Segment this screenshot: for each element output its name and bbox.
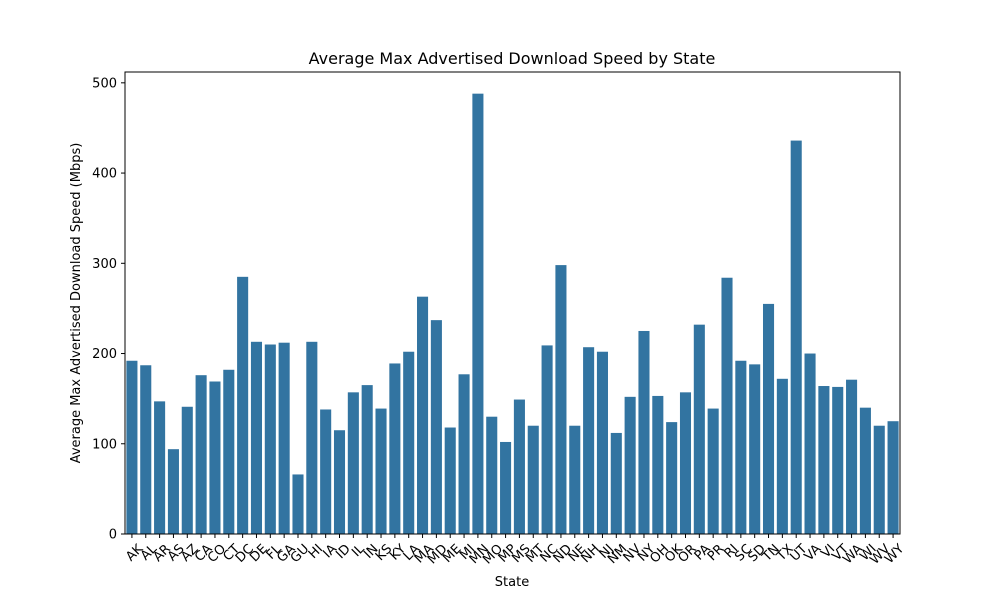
bar-ma — [417, 296, 429, 534]
bar-ga — [278, 342, 290, 534]
bar-mi — [458, 374, 470, 534]
bar-tn — [762, 303, 775, 534]
bar-ks — [375, 408, 387, 534]
y-axis: 0 100 200 300 400 500 — [92, 76, 125, 543]
plot-frame — [124, 71, 901, 535]
bar-wi — [859, 407, 871, 534]
bar-al — [140, 365, 152, 534]
bar-as — [167, 449, 179, 534]
bar-de — [250, 341, 263, 534]
bar-mp — [500, 441, 512, 534]
y-tick-label-400: 400 — [92, 167, 117, 182]
bar-ny — [638, 330, 650, 534]
bar-ca — [195, 375, 207, 534]
bar-ak — [126, 360, 138, 534]
bar-wa — [846, 379, 858, 534]
bar-sd — [749, 364, 761, 534]
bar-nm — [610, 432, 622, 534]
bar-nv — [624, 396, 636, 534]
bar-oh — [652, 395, 664, 534]
bar-ky — [389, 363, 401, 534]
bar-nh — [583, 347, 595, 534]
bar-pr — [707, 408, 719, 534]
bar-or — [679, 392, 692, 534]
bar-ok — [666, 422, 678, 534]
bars-group — [126, 93, 899, 534]
x-axis-title: State — [495, 575, 529, 590]
bar-wy — [887, 421, 899, 534]
bar-nc — [541, 345, 553, 534]
bar-mn — [472, 93, 484, 534]
bar-gu — [292, 474, 304, 534]
bar-dc — [237, 276, 249, 534]
bar-ne — [569, 425, 581, 534]
bar-co — [209, 381, 221, 534]
x-axis: AKALARASAZCACOCTDCDEFLGAGUHIIAIDILINKSKY… — [123, 534, 907, 568]
bar-la — [403, 351, 415, 534]
bar-vt — [832, 386, 844, 534]
bar-ms — [513, 399, 525, 534]
bar-az — [181, 406, 193, 534]
chart-title: Average Max Advertised Download Speed by… — [309, 49, 716, 68]
y-tick-label-100: 100 — [92, 437, 117, 452]
y-tick-label-500: 500 — [92, 76, 117, 91]
bar-mt — [527, 425, 539, 534]
bar-tx — [776, 378, 788, 534]
y-tick-label-200: 200 — [92, 347, 117, 362]
bar-il — [347, 392, 359, 534]
bar-nd — [555, 265, 567, 534]
bar-mo — [486, 416, 498, 534]
bar-pa — [693, 324, 705, 534]
bar-sc — [735, 360, 747, 534]
y-axis-title: Average Max Advertised Download Speed (M… — [69, 143, 84, 464]
bar-fl — [264, 344, 276, 534]
bar-me — [444, 427, 456, 534]
bar-md — [430, 320, 442, 534]
bar-in — [361, 385, 373, 534]
bar-vi — [818, 386, 830, 534]
bar-hi — [306, 341, 318, 534]
bar-wv — [873, 425, 885, 534]
y-tick-label-300: 300 — [92, 257, 117, 272]
bar-ct — [223, 369, 235, 534]
bar-va — [804, 353, 816, 534]
bar-id — [333, 430, 346, 534]
bar-ar — [154, 401, 166, 534]
bar-ia — [320, 409, 332, 534]
bar-ut — [790, 140, 802, 534]
bar-nj — [596, 351, 608, 534]
bar-ri — [721, 277, 733, 534]
y-tick-label-0: 0 — [109, 528, 117, 543]
